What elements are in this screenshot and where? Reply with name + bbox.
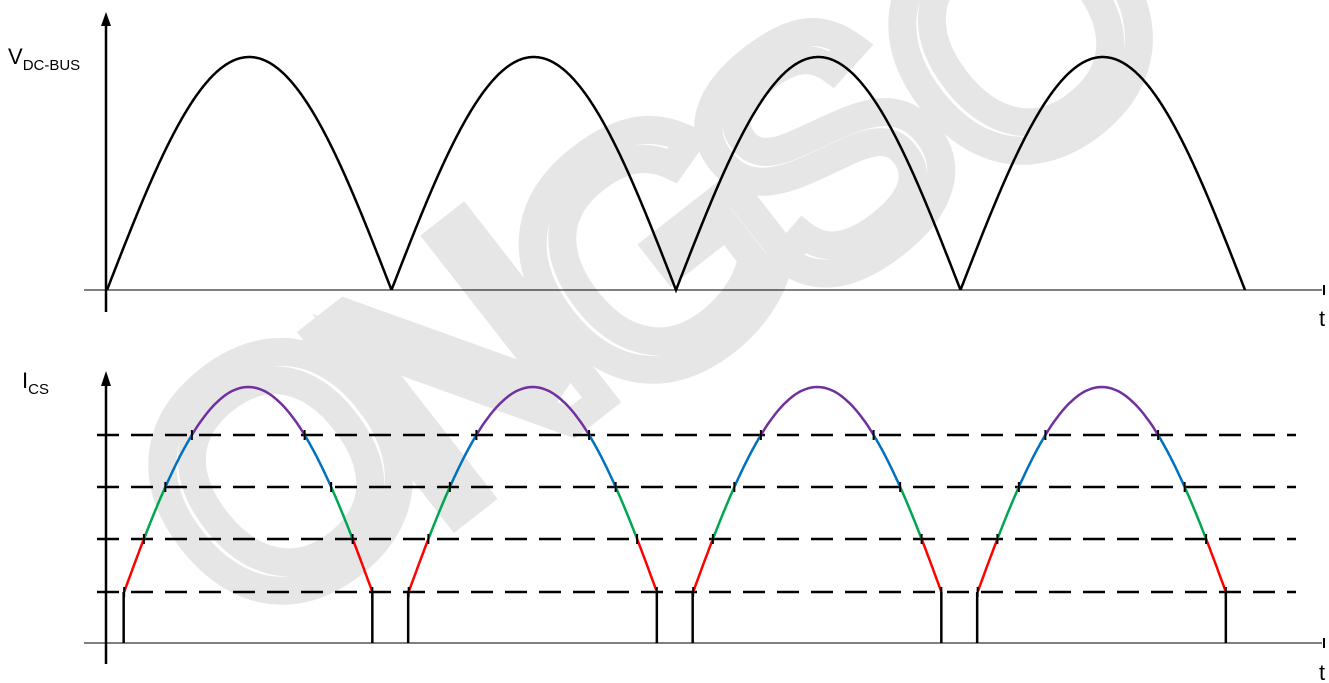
top-x-label: t — [1319, 306, 1325, 331]
waveform-segment — [475, 385, 591, 436]
bottom-panel: ICS t — [22, 368, 1325, 683]
bottom-y-axis-arrow-icon — [101, 371, 111, 386]
waveform-segment — [190, 385, 306, 436]
waveform-segment — [976, 538, 999, 593]
top-y-label: VDC-BUS — [8, 44, 80, 74]
bottom-x-label: t — [1319, 660, 1325, 683]
waveform-segment — [351, 538, 374, 593]
waveform-segment — [733, 434, 762, 488]
waveform-segment — [1204, 538, 1227, 593]
top-y-axis-arrow-icon — [101, 12, 111, 26]
waveform-segment — [635, 538, 658, 593]
waveform-segment — [759, 385, 875, 436]
waveform-segment — [123, 538, 146, 593]
waveform-segment — [588, 434, 617, 488]
waveform-segment — [1183, 486, 1208, 540]
waveform-segment — [711, 486, 736, 540]
waveform-segment — [996, 486, 1020, 540]
waveform-segment — [614, 486, 639, 540]
threshold-lines — [97, 433, 1296, 594]
waveform-segment — [872, 434, 902, 488]
bottom-y-label: ICS — [22, 368, 49, 398]
waveform-segment — [920, 538, 943, 593]
waveform-segment — [142, 486, 167, 540]
waveform-segment — [1044, 385, 1160, 436]
waveform-segment — [164, 434, 193, 488]
top-panel: VDC-BUS t — [8, 12, 1325, 331]
waveform-segment — [303, 434, 333, 488]
top-waveform — [105, 55, 1247, 294]
waveform-segment — [1017, 434, 1047, 488]
waveform-segment — [427, 486, 451, 540]
waveform-segment — [448, 434, 478, 488]
waveform-segment — [407, 538, 430, 593]
waveform-segment — [692, 538, 715, 593]
waveform-segment — [899, 486, 923, 540]
waveform-segment — [1157, 434, 1186, 488]
waveform-segment — [330, 486, 354, 540]
bottom-waveform — [122, 385, 1228, 643]
